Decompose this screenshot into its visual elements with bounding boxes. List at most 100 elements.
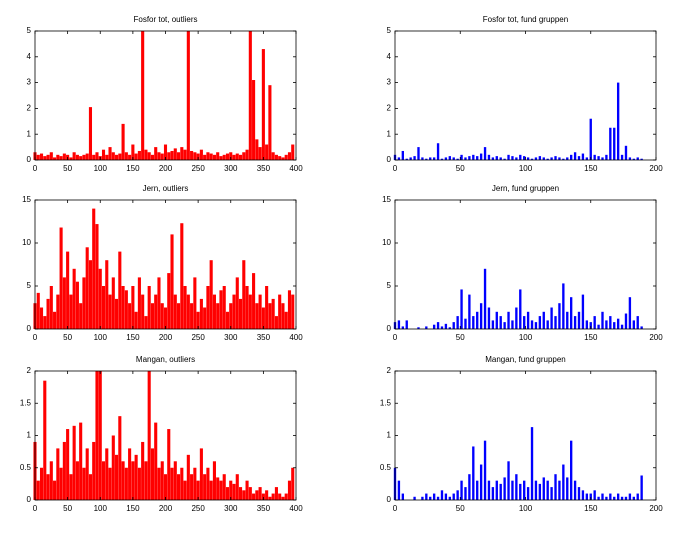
bar [632, 158, 635, 160]
bar [115, 154, 119, 160]
bar [216, 303, 220, 329]
x-tick-label: 200 [649, 333, 663, 342]
bar [235, 153, 239, 160]
y-tick-label: 5 [27, 26, 32, 35]
bar [177, 152, 181, 160]
bar [95, 224, 99, 329]
bar [413, 496, 416, 500]
bar [499, 483, 502, 500]
bar [479, 153, 483, 160]
bar [609, 493, 612, 500]
bar [620, 324, 624, 329]
bar [265, 490, 269, 500]
x-tick-label: 250 [191, 333, 205, 342]
bar [248, 294, 252, 329]
bar [597, 156, 600, 160]
x-tick-label: 50 [456, 504, 465, 513]
bar [248, 31, 252, 160]
bar [79, 156, 83, 160]
bar [628, 157, 632, 160]
x-tick-label: 0 [33, 164, 38, 173]
bar [609, 316, 612, 329]
bar [397, 480, 401, 500]
bar [620, 496, 624, 500]
bar [265, 286, 269, 329]
bar [128, 303, 132, 329]
bar [452, 493, 455, 500]
bar [526, 487, 530, 500]
bar [160, 303, 164, 329]
bar [95, 371, 99, 500]
bar [546, 320, 549, 329]
y-tick-label: 1 [27, 431, 32, 440]
bar [562, 283, 565, 329]
bar [177, 303, 181, 329]
bar [46, 154, 50, 160]
bar [397, 157, 401, 160]
x-tick-label: 150 [126, 164, 140, 173]
bar [115, 454, 119, 500]
x-tick-label: 150 [126, 333, 140, 342]
bar [131, 461, 135, 500]
bar [421, 496, 424, 500]
bar [255, 490, 259, 500]
bar [456, 490, 459, 500]
bar [444, 323, 448, 329]
bar [229, 152, 233, 160]
bar [186, 294, 190, 329]
bar [196, 311, 200, 329]
x-tick-label: 200 [159, 164, 173, 173]
bar [542, 477, 545, 500]
bar [405, 158, 408, 160]
bar [487, 480, 491, 500]
bar [258, 487, 262, 500]
chart-title: Mangan, fund gruppen [485, 355, 566, 364]
bar [134, 454, 138, 500]
bar [75, 281, 79, 329]
bar [534, 157, 538, 160]
bar [464, 318, 467, 329]
bar [88, 474, 93, 500]
bar [479, 303, 483, 329]
bar [511, 156, 514, 160]
bar [219, 290, 223, 329]
bar [212, 154, 216, 160]
bar [72, 152, 76, 160]
bar [425, 326, 428, 329]
bar [108, 467, 112, 500]
y-tick-label: 0.5 [380, 463, 392, 472]
bar [274, 316, 278, 329]
bar [476, 480, 479, 500]
bar [225, 487, 230, 500]
bar [440, 326, 444, 329]
bar [203, 474, 207, 500]
bar [519, 483, 522, 500]
bar [487, 307, 491, 329]
chart-title: Fosfor tot, outliers [133, 15, 197, 24]
bar [92, 154, 96, 160]
bar [601, 157, 604, 160]
bar [468, 474, 471, 500]
bar [39, 467, 44, 500]
bar [597, 496, 600, 500]
y-tick-label: 4 [27, 52, 32, 61]
x-tick-label: 250 [191, 164, 205, 173]
bar [225, 311, 230, 329]
bar [170, 150, 174, 160]
bar [605, 496, 608, 500]
bar [222, 474, 226, 500]
y-tick-label: 5 [27, 281, 32, 290]
bar [464, 487, 467, 500]
bar [397, 320, 401, 329]
bar [593, 490, 596, 500]
bar [628, 297, 632, 329]
bar [573, 316, 577, 329]
x-tick-label: 0 [393, 164, 398, 173]
bar [79, 422, 83, 500]
bar [36, 292, 40, 329]
bar [141, 441, 145, 500]
bar [429, 496, 432, 500]
bar [570, 297, 573, 329]
bar [252, 80, 256, 160]
x-tick-label: 300 [224, 164, 238, 173]
